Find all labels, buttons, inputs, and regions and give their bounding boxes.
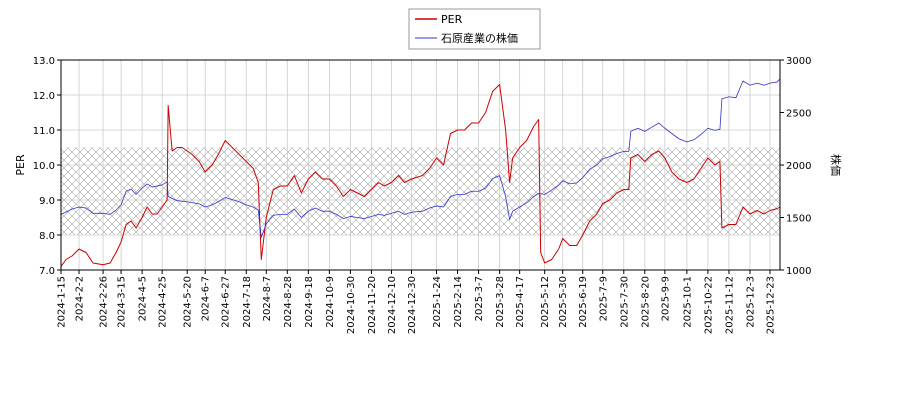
legend-label-per: PER — [441, 13, 463, 26]
x-tick-label: 2025-11-12 — [724, 276, 735, 334]
x-tick-label: 2025-6-19 — [578, 276, 589, 328]
x-tick-label: 2025-3-28 — [495, 276, 506, 328]
x-tick-label: 2025-10-1 — [682, 276, 693, 328]
y-right-tick-label: 2000 — [786, 161, 811, 172]
y-left-tick-label: 8.0 — [39, 231, 55, 242]
x-tick-label: 2025-12-23 — [765, 276, 776, 334]
legend-box — [408, 8, 541, 50]
x-tick-label: 2024-7-18 — [242, 276, 253, 328]
series-layer — [60, 78, 781, 267]
x-tick-label: 2024-8-7 — [262, 276, 273, 321]
x-tick-label: 2025-1-24 — [432, 276, 443, 328]
series-line-per — [60, 84, 781, 267]
x-tick-label: 2025-7-9 — [598, 276, 609, 321]
x-tick-label: 2025-4-17 — [515, 276, 526, 328]
x-tick-label: 2024-6-27 — [221, 276, 232, 328]
axes: 7.0 8.0 9.0 10.0 11.0 12.0 13.0 1000 1500 2000 250… — [33, 56, 812, 334]
legend-label-stock-price: 石原産業の株価 — [441, 31, 518, 45]
y-right-tick-label: 1500 — [786, 214, 811, 225]
legend: PER 石原産業の株価 — [408, 8, 541, 50]
x-tick-label: 2024-12-30 — [407, 276, 418, 334]
y-left-tick-label: 11.0 — [33, 126, 55, 137]
series-line-stock-price — [60, 78, 781, 238]
x-tick-label: 2024-4-25 — [158, 276, 169, 328]
x-tick-label: 2024-8-28 — [283, 276, 294, 328]
x-tick-label: 2025-5-30 — [558, 276, 569, 328]
x-tick-label: 2024-5-20 — [183, 276, 194, 328]
x-tick-label: 2024-2-26 — [99, 276, 110, 328]
x-tick-label: 2025-8-20 — [640, 276, 651, 328]
x-tick-label: 2025-5-12 — [540, 276, 551, 328]
y-right-tick-label: 1000 — [786, 266, 811, 277]
y-right-axis-title: 株価 — [829, 154, 843, 176]
x-tick-label: 2024-11-20 — [367, 276, 378, 334]
y-left-tick-label: 7.0 — [39, 266, 55, 277]
x-tick-label: 2024-4-5 — [138, 276, 149, 321]
x-tick-label: 2025-7-30 — [619, 276, 630, 328]
x-tick-label: 2024-3-15 — [117, 276, 128, 328]
y-left-axis-title: PER — [14, 154, 27, 176]
x-tick-label: 2024-10-9 — [325, 276, 336, 328]
y-left-tick-label: 12.0 — [33, 91, 55, 102]
x-tick-label: 2025-10-22 — [703, 276, 714, 334]
x-tick-label: 2024-9-18 — [304, 276, 315, 328]
x-tick-label: 2024-12-10 — [387, 276, 398, 334]
y-right-tick-label: 2500 — [786, 109, 811, 120]
x-tick-label: 2025-9-9 — [660, 276, 671, 321]
x-tick-label: 2024-2-2 — [75, 276, 86, 321]
y-left-tick-label: 13.0 — [33, 56, 55, 67]
x-tick-label: 2024-10-30 — [346, 276, 357, 334]
x-tick-label: 2024-6-7 — [201, 276, 212, 321]
y-right-tick-label: 3000 — [786, 56, 811, 67]
hatched-band-area — [61, 147, 780, 235]
x-tick-label: 2025-12-3 — [745, 276, 756, 328]
x-tick-label: 2025-3-7 — [474, 276, 485, 321]
x-tick-label: 2024-1-15 — [57, 276, 68, 328]
x-tick-label: 2025-2-14 — [453, 276, 464, 328]
hatched-band — [61, 147, 780, 235]
y-left-tick-label: 10.0 — [33, 161, 55, 172]
y-left-tick-label: 9.0 — [39, 196, 55, 207]
